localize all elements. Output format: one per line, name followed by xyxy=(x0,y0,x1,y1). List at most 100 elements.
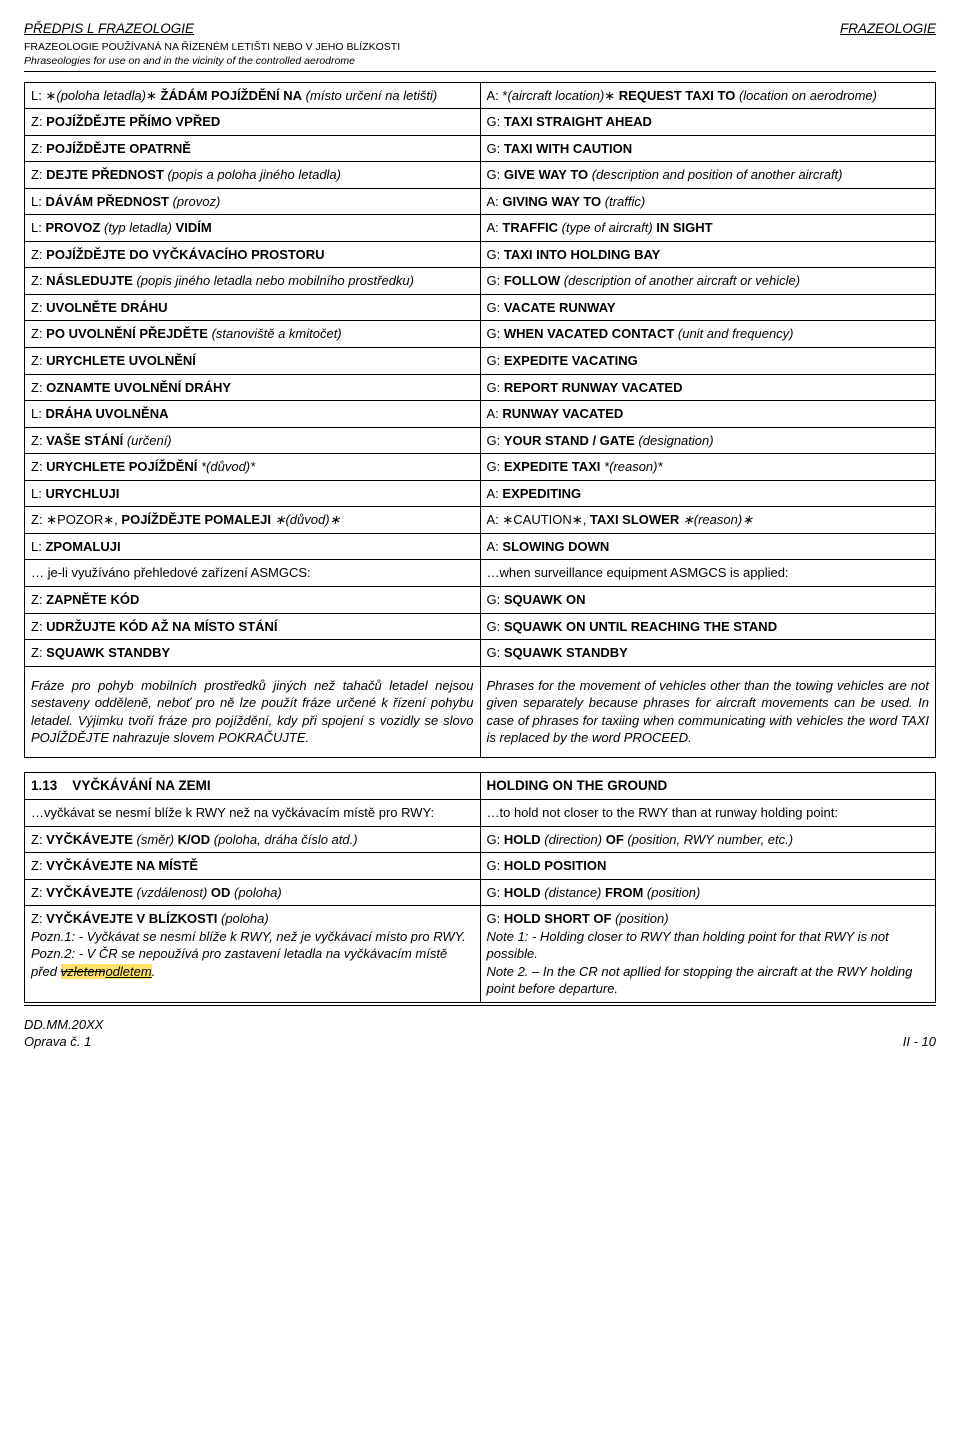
phraseology-table-a: L: ∗(poloha letadla)∗ ŽÁDÁM POJÍŽDĚNÍ NA… xyxy=(24,82,936,758)
table-row: Z: URYCHLETE POJÍŽDĚNÍ *(důvod)*G: EXPED… xyxy=(25,454,936,481)
table-row: Z: VAŠE STÁNÍ (určení)G: YOUR STAND / GA… xyxy=(25,427,936,454)
table-row: Z: VYČKÁVEJTE V BLÍZKOSTI (poloha) Pozn.… xyxy=(25,906,936,1003)
cell-right: G: TAXI INTO HOLDING BAY xyxy=(480,241,936,268)
cell-left: Z: VYČKÁVEJTE (vzdálenost) OD (poloha) xyxy=(25,879,481,906)
cell-left: Z: UDRŽUJTE KÓD AŽ NA MÍSTO STÁNÍ xyxy=(25,613,481,640)
table-row: Z: UDRŽUJTE KÓD AŽ NA MÍSTO STÁNÍG: SQUA… xyxy=(25,613,936,640)
table-row: … je-li využíváno přehledové zařízení AS… xyxy=(25,560,936,587)
table-row: Z: URYCHLETE UVOLNĚNÍG: EXPEDITE VACATIN… xyxy=(25,348,936,375)
cell-left: Z: UVOLNĚTE DRÁHU xyxy=(25,294,481,321)
cell-right: A: GIVING WAY TO (traffic) xyxy=(480,188,936,215)
cell-left: Z: PO UVOLNĚNÍ PŘEJDĚTE (stanoviště a km… xyxy=(25,321,481,348)
section-head-left: 1.13 VYČKÁVÁNÍ NA ZEMI xyxy=(25,772,481,799)
cell-left: L: URYCHLUJI xyxy=(25,480,481,507)
table-row: Z: NÁSLEDUJTE (popis jiného letadla nebo… xyxy=(25,268,936,295)
divider xyxy=(24,71,936,72)
cell-right: A: RUNWAY VACATED xyxy=(480,401,936,428)
table-row: Z: OZNAMTE UVOLNĚNÍ DRÁHYG: REPORT RUNWA… xyxy=(25,374,936,401)
table-row: Z: UVOLNĚTE DRÁHUG: VACATE RUNWAY xyxy=(25,294,936,321)
table-row: L: URYCHLUJIA: EXPEDITING xyxy=(25,480,936,507)
cell-right: G: HOLD (distance) FROM (position) xyxy=(480,879,936,906)
table-row: L: ∗(poloha letadla)∗ ŽÁDÁM POJÍŽDĚNÍ NA… xyxy=(25,82,936,109)
cell-left: L: ZPOMALUJI xyxy=(25,533,481,560)
cell-right: G: HOLD (direction) OF (position, RWY nu… xyxy=(480,826,936,853)
cell-right: G: HOLD POSITION xyxy=(480,853,936,880)
cell-left: L: ∗(poloha letadla)∗ ŽÁDÁM POJÍŽDĚNÍ NA… xyxy=(25,82,481,109)
header-right: FRAZEOLOGIE xyxy=(840,20,936,38)
cell-right: G: TAXI STRAIGHT AHEAD xyxy=(480,109,936,136)
table-row: Z: VYČKÁVEJTE (směr) K/OD (poloha, dráha… xyxy=(25,826,936,853)
table-row: Z: POJÍŽDĚJTE PŘÍMO VPŘEDG: TAXI STRAIGH… xyxy=(25,109,936,136)
table-row: L: DÁVÁM PŘEDNOST (provoz)A: GIVING WAY … xyxy=(25,188,936,215)
section-head-right: HOLDING ON THE GROUND xyxy=(480,772,936,799)
cell-right: G: WHEN VACATED CONTACT (unit and freque… xyxy=(480,321,936,348)
header-sub: FRAZEOLOGIE POUŽÍVANÁ NA ŘÍZENÉM LETIŠTI… xyxy=(24,40,936,68)
cell-right: G: SQUAWK STANDBY xyxy=(480,640,936,667)
cell-left: Z: VYČKÁVEJTE V BLÍZKOSTI (poloha) Pozn.… xyxy=(25,906,481,1003)
header-left: PŘEDPIS L FRAZEOLOGIE xyxy=(24,20,194,38)
table-row: Z: ∗POZOR∗, POJÍŽDĚJTE POMALEJI ∗(důvod)… xyxy=(25,507,936,534)
footer-left: DD.MM.20XX Oprava č. 1 xyxy=(24,1016,103,1051)
cell-left: Z: OZNAMTE UVOLNĚNÍ DRÁHY xyxy=(25,374,481,401)
table-row: Z: ZAPNĚTE KÓDG: SQUAWK ON xyxy=(25,586,936,613)
table-row: L: PROVOZ (typ letadla) VIDÍMA: TRAFFIC … xyxy=(25,215,936,242)
cell-left: Z: POJÍŽDĚJTE OPATRNĚ xyxy=(25,135,481,162)
cell-left: Z: SQUAWK STANDBY xyxy=(25,640,481,667)
cell-right: G: FOLLOW (description of another aircra… xyxy=(480,268,936,295)
footer-right: II - 10 xyxy=(903,1033,936,1051)
cell-right: G: REPORT RUNWAY VACATED xyxy=(480,374,936,401)
cell-left: Z: POJÍŽDĚJTE PŘÍMO VPŘED xyxy=(25,109,481,136)
cell-right: G: EXPEDITE TAXI *(reason)* xyxy=(480,454,936,481)
cell-left: L: PROVOZ (typ letadla) VIDÍM xyxy=(25,215,481,242)
cell-left: Z: VYČKÁVEJTE (směr) K/OD (poloha, dráha… xyxy=(25,826,481,853)
cell-left: Z: POJÍŽDĚJTE DO VYČKÁVACÍHO PROSTORU xyxy=(25,241,481,268)
cell-left: Z: DEJTE PŘEDNOST (popis a poloha jiného… xyxy=(25,162,481,189)
cell-left: Z: ZAPNĚTE KÓD xyxy=(25,586,481,613)
cell-left: Z: NÁSLEDUJTE (popis jiného letadla nebo… xyxy=(25,268,481,295)
cell-right: A: TRAFFIC (type of aircraft) IN SIGHT xyxy=(480,215,936,242)
cell-right: A: *(aircraft location)∗ REQUEST TAXI TO… xyxy=(480,82,936,109)
cell-right: G: EXPEDITE VACATING xyxy=(480,348,936,375)
header-sub2: Phraseologies for use on and in the vici… xyxy=(24,54,936,68)
cell-right: G: SQUAWK ON xyxy=(480,586,936,613)
cell-right: A: EXPEDITING xyxy=(480,480,936,507)
cell-right: G: YOUR STAND / GATE (designation) xyxy=(480,427,936,454)
phraseology-table-b: 1.13 VYČKÁVÁNÍ NA ZEMI HOLDING ON THE GR… xyxy=(24,772,936,1003)
table-row: L: ZPOMALUJIA: SLOWING DOWN xyxy=(25,533,936,560)
cell-right: G: HOLD SHORT OF (position) Note 1: - Ho… xyxy=(480,906,936,1003)
divider xyxy=(24,1005,936,1006)
section-head-row: 1.13 VYČKÁVÁNÍ NA ZEMI HOLDING ON THE GR… xyxy=(25,772,936,799)
page-footer: DD.MM.20XX Oprava č. 1 II - 10 xyxy=(24,1016,936,1051)
table-row: Z: PO UVOLNĚNÍ PŘEJDĚTE (stanoviště a km… xyxy=(25,321,936,348)
cell-left: Z: ∗POZOR∗, POJÍŽDĚJTE POMALEJI ∗(důvod)… xyxy=(25,507,481,534)
table-row: Z: POJÍŽDĚJTE DO VYČKÁVACÍHO PROSTORUG: … xyxy=(25,241,936,268)
cell-left: L: DRÁHA UVOLNĚNA xyxy=(25,401,481,428)
cell-right: …to hold not closer to the RWY than at r… xyxy=(480,800,936,827)
cell-left: Z: URYCHLETE POJÍŽDĚNÍ *(důvod)* xyxy=(25,454,481,481)
para-right: Phrases for the movement of vehicles oth… xyxy=(480,666,936,757)
table-row: Z: SQUAWK STANDBYG: SQUAWK STANDBY xyxy=(25,640,936,667)
cell-right: G: TAXI WITH CAUTION xyxy=(480,135,936,162)
table-row: Z: VYČKÁVEJTE (vzdálenost) OD (poloha) G… xyxy=(25,879,936,906)
table-row: …vyčkávat se nesmí blíže k RWY než na vy… xyxy=(25,800,936,827)
cell-left: …vyčkávat se nesmí blíže k RWY než na vy… xyxy=(25,800,481,827)
cell-right: G: VACATE RUNWAY xyxy=(480,294,936,321)
table-row: Z: VYČKÁVEJTE NA MÍSTĚ G: HOLD POSITION xyxy=(25,853,936,880)
cell-right: A: ∗CAUTION∗, TAXI SLOWER ∗(reason)∗ xyxy=(480,507,936,534)
header-sub1: FRAZEOLOGIE POUŽÍVANÁ NA ŘÍZENÉM LETIŠTI… xyxy=(24,40,936,54)
cell-right: G: SQUAWK ON UNTIL REACHING THE STAND xyxy=(480,613,936,640)
cell-left: Z: VAŠE STÁNÍ (určení) xyxy=(25,427,481,454)
cell-right: A: SLOWING DOWN xyxy=(480,533,936,560)
table-row: Z: POJÍŽDĚJTE OPATRNĚG: TAXI WITH CAUTIO… xyxy=(25,135,936,162)
cell-left: L: DÁVÁM PŘEDNOST (provoz) xyxy=(25,188,481,215)
cell-right: G: GIVE WAY TO (description and position… xyxy=(480,162,936,189)
table-row: Z: DEJTE PŘEDNOST (popis a poloha jiného… xyxy=(25,162,936,189)
cell-left: Z: URYCHLETE UVOLNĚNÍ xyxy=(25,348,481,375)
cell-left: … je-li využíváno přehledové zařízení AS… xyxy=(25,560,481,587)
table-row: L: DRÁHA UVOLNĚNAA: RUNWAY VACATED xyxy=(25,401,936,428)
page-header: PŘEDPIS L FRAZEOLOGIE FRAZEOLOGIE xyxy=(24,20,936,38)
cell-right: …when surveillance equipment ASMGCS is a… xyxy=(480,560,936,587)
para-left: Fráze pro pohyb mobilních prostředků jin… xyxy=(25,666,481,757)
cell-left: Z: VYČKÁVEJTE NA MÍSTĚ xyxy=(25,853,481,880)
para-row: Fráze pro pohyb mobilních prostředků jin… xyxy=(25,666,936,757)
